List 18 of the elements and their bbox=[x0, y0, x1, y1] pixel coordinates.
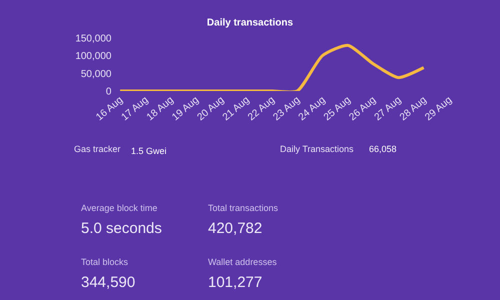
text: 1.5 Gwei bbox=[131, 146, 167, 156]
text: Total transactions bbox=[208, 203, 279, 213]
text: 420,782 bbox=[208, 220, 262, 237]
text: Average block time bbox=[81, 203, 158, 213]
text: 66,058 bbox=[369, 144, 397, 154]
chart-title: Daily transactions bbox=[206, 18, 294, 28]
text: Gas tracker bbox=[74, 144, 121, 154]
text: Wallet addresses bbox=[208, 257, 278, 267]
y-tick-label: 100,000 bbox=[75, 51, 112, 62]
y-tick-label: 50,000 bbox=[80, 68, 112, 80]
y-tick-label: 150,000 bbox=[75, 33, 112, 44]
line-series bbox=[118, 44, 426, 91]
y-tick-label: 0 bbox=[106, 86, 112, 98]
text: Total blocks bbox=[81, 257, 129, 267]
text: 101,277 bbox=[208, 274, 262, 291]
text: Daily Transactions bbox=[280, 144, 354, 154]
text: 344,590 bbox=[81, 274, 136, 291]
text: 5.0 seconds bbox=[81, 220, 162, 237]
